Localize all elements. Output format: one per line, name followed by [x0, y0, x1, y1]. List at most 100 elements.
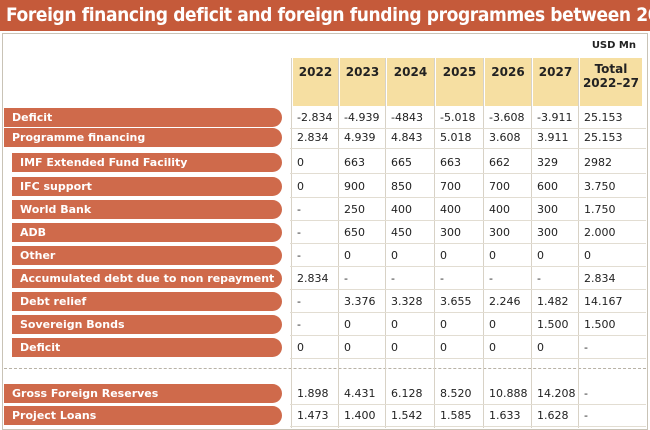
cell: 3.655	[440, 295, 472, 308]
cell: 0	[344, 249, 351, 262]
cell: -	[584, 387, 588, 400]
cell: 10.888	[489, 387, 528, 400]
row-rule	[290, 289, 646, 290]
cell: 1.898	[297, 387, 329, 400]
cell: 1.628	[537, 409, 569, 422]
cell: 0	[344, 341, 351, 354]
row-label: Deficit	[4, 108, 282, 127]
cell: -3.608	[489, 111, 525, 124]
cell: 0	[391, 341, 398, 354]
cell: 0	[391, 249, 398, 262]
cell: 0	[297, 341, 304, 354]
row-rule	[290, 173, 646, 174]
cell: 329	[537, 156, 558, 169]
cell: 2.834	[297, 272, 329, 285]
row-rule	[290, 220, 646, 221]
column-header: 2027	[533, 58, 578, 106]
cell: 300	[537, 203, 558, 216]
cell: 900	[344, 180, 365, 193]
cell: 2.834	[584, 272, 616, 285]
row-rule	[290, 243, 646, 244]
cell: 14.208	[537, 387, 576, 400]
cell: 2.246	[489, 295, 521, 308]
cell: 8.520	[440, 387, 472, 400]
cell: 0	[440, 341, 447, 354]
cell: 14.167	[584, 295, 623, 308]
cell: -	[344, 272, 348, 285]
row-label: Other	[12, 246, 282, 265]
cell: 25.153	[584, 111, 623, 124]
cell: 1.500	[584, 318, 616, 331]
total-header-line: Total	[594, 62, 628, 76]
row-rule	[290, 426, 646, 427]
cell: 0	[344, 318, 351, 331]
cell: -	[391, 272, 395, 285]
cell: 2.834	[297, 131, 329, 144]
cell: -	[297, 318, 301, 331]
cell: -	[297, 249, 301, 262]
cell: -	[297, 203, 301, 216]
cell: 850	[391, 180, 412, 193]
cell: 300	[440, 226, 461, 239]
row-rule	[290, 148, 646, 149]
cell: 0	[297, 180, 304, 193]
cell: 0	[489, 249, 496, 262]
cell: 3.911	[537, 131, 569, 144]
cell: 1.473	[297, 409, 329, 422]
cell: 250	[344, 203, 365, 216]
cell: -	[584, 341, 588, 354]
cell: 0	[297, 156, 304, 169]
cell: 1.500	[537, 318, 569, 331]
cell: 1.750	[584, 203, 616, 216]
cell: -	[297, 295, 301, 308]
row-rule	[290, 358, 646, 359]
cell: 400	[489, 203, 510, 216]
cell: 700	[440, 180, 461, 193]
row-rule	[290, 128, 646, 129]
column-header: 2026	[485, 58, 531, 106]
cell: 450	[391, 226, 412, 239]
row-label: Sovereign Bonds	[12, 315, 282, 334]
cell: -	[537, 272, 541, 285]
cell: -	[489, 272, 493, 285]
cell: 3.376	[344, 295, 376, 308]
cell: 0	[537, 341, 544, 354]
cell: 4.431	[344, 387, 376, 400]
cell: -4.939	[344, 111, 380, 124]
cell: 3.608	[489, 131, 521, 144]
cell: 2982	[584, 156, 612, 169]
cell: 600	[537, 180, 558, 193]
row-label: Programme financing	[4, 128, 282, 147]
cell: 650	[344, 226, 365, 239]
cell: 4.843	[391, 131, 423, 144]
row-label: World Bank	[12, 200, 282, 219]
cell: -3.911	[537, 111, 573, 124]
cell: 0	[440, 249, 447, 262]
row-rule	[290, 197, 646, 198]
cell: 3.328	[391, 295, 423, 308]
cell: 663	[344, 156, 365, 169]
cell: 1.585	[440, 409, 472, 422]
row-rule	[290, 404, 646, 405]
cell: 1.482	[537, 295, 569, 308]
cell: 3.750	[584, 180, 616, 193]
row-rule	[290, 266, 646, 267]
cell: 0	[537, 249, 544, 262]
row-label: IFC support	[12, 177, 282, 196]
cell: 300	[537, 226, 558, 239]
column-header: 2023	[340, 58, 385, 106]
row-label: Project Loans	[4, 406, 282, 425]
row-label: Deficit	[12, 338, 282, 357]
cell: 700	[489, 180, 510, 193]
cell: 0	[391, 318, 398, 331]
separator	[4, 368, 646, 369]
cell: -	[584, 409, 588, 422]
column-header: 2022	[293, 58, 338, 106]
cell: 25.153	[584, 131, 623, 144]
cell: 1.633	[489, 409, 521, 422]
unit: USD Mn	[591, 40, 636, 51]
cell: -5.018	[440, 111, 476, 124]
total-header-line: 2022–27	[582, 76, 640, 90]
cell: 6.128	[391, 387, 423, 400]
